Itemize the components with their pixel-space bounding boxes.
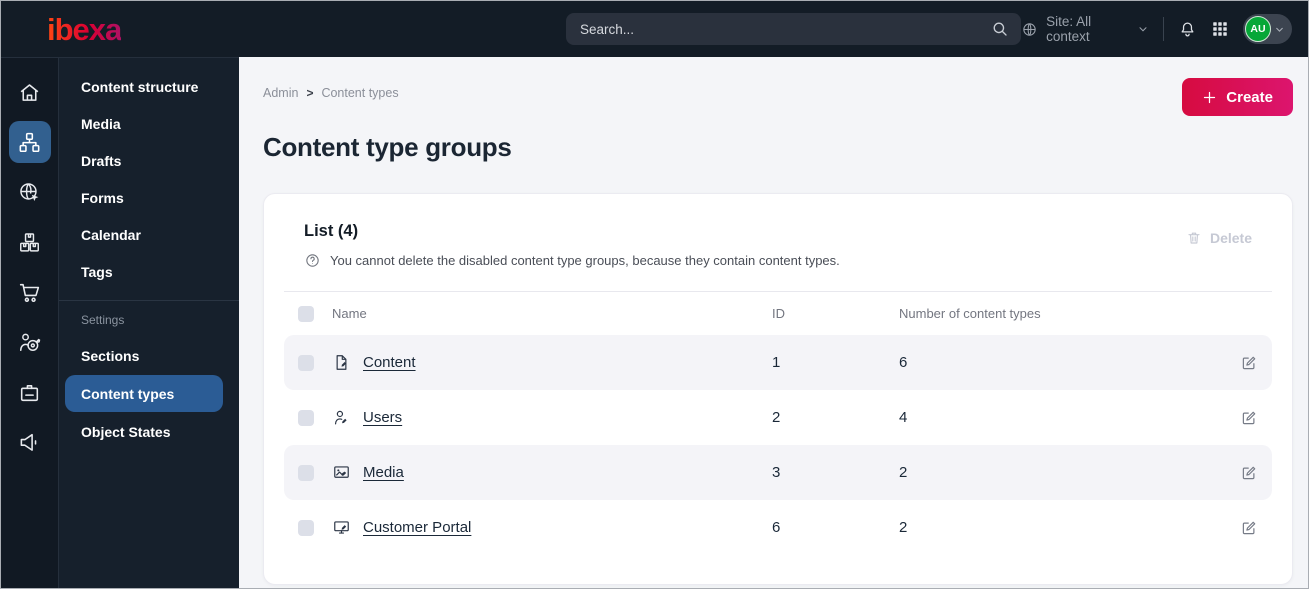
user-edit-icon	[332, 408, 351, 427]
avatar[interactable]: AU	[1245, 16, 1271, 42]
edit-icon[interactable]	[1240, 464, 1258, 482]
sidebar-item-calendar[interactable]: Calendar	[81, 226, 141, 243]
search-icon[interactable]	[991, 20, 1009, 38]
sidebar-section-settings: Settings	[81, 313, 125, 327]
person-target-icon	[17, 330, 42, 355]
sidebar-menu: Content structure Media Drafts Forms Cal…	[59, 57, 239, 588]
rail-item-personalization[interactable]	[1, 317, 58, 367]
table-row: Customer Portal 6 2	[284, 500, 1272, 555]
page-title: Content type groups	[263, 132, 512, 162]
icon-rail	[1, 57, 59, 588]
rail-item-site[interactable]	[1, 167, 58, 217]
group-count: 2	[899, 464, 908, 481]
row-checkbox[interactable]	[298, 464, 314, 481]
sidebar-item-sections[interactable]: Sections	[81, 347, 140, 364]
file-edit-icon	[332, 353, 351, 372]
row-checkbox[interactable]	[298, 519, 314, 536]
group-id: 6	[772, 519, 781, 536]
help-circle-icon	[304, 252, 321, 269]
rail-item-store[interactable]	[1, 267, 58, 317]
column-header-id: ID	[772, 306, 785, 321]
logo-area: ibexa	[1, 14, 239, 45]
ibexa-logo[interactable]: ibexa	[47, 11, 122, 47]
column-header-name: Name	[332, 306, 367, 321]
breadcrumb-current: Content types	[321, 86, 399, 100]
delete-button[interactable]: Delete	[1186, 222, 1252, 246]
table-row: Content 1 6	[284, 335, 1272, 390]
group-id: 3	[772, 464, 781, 481]
row-checkbox[interactable]	[298, 409, 314, 426]
user-menu[interactable]: AU	[1243, 14, 1292, 44]
sidebar-item-drafts[interactable]: Drafts	[81, 152, 122, 169]
group-link[interactable]: Content	[363, 354, 416, 371]
search-input[interactable]	[580, 21, 992, 37]
rail-item-content[interactable]	[1, 117, 58, 167]
megaphone-icon	[17, 430, 42, 455]
desktop-edit-icon	[332, 518, 351, 537]
rail-item-commerce[interactable]	[1, 217, 58, 267]
list-info: You cannot delete the disabled content t…	[304, 252, 840, 269]
select-all-checkbox[interactable]	[298, 305, 314, 322]
table-row: Media 3 2	[284, 445, 1272, 500]
edit-icon[interactable]	[1240, 519, 1258, 537]
site-context-label: Site: All context	[1046, 14, 1092, 44]
topbar-divider	[1163, 17, 1164, 41]
group-link[interactable]: Media	[363, 464, 404, 481]
trash-icon	[1186, 230, 1202, 246]
group-id: 2	[772, 409, 781, 426]
list-info-text: You cannot delete the disabled content t…	[330, 253, 840, 268]
rail-item-dashboard[interactable]	[1, 67, 58, 117]
sidebar-divider	[59, 300, 239, 301]
breadcrumb-separator: >	[306, 86, 314, 100]
main-content: Admin > Content types Create Content typ…	[239, 57, 1308, 588]
table-row: Users 2 4	[284, 390, 1272, 445]
content-type-groups-panel: List (4) You cannot delete the disabled …	[263, 193, 1293, 585]
chevron-down-icon	[1274, 24, 1285, 35]
column-header-count: Number of content types	[899, 306, 1041, 321]
shopping-cart-icon	[17, 280, 42, 305]
notifications-bell-icon[interactable]	[1178, 20, 1197, 39]
app-grid-icon[interactable]	[1211, 20, 1229, 38]
globe-cursor-icon	[17, 180, 42, 205]
site-context-selector[interactable]: Site: All context	[1021, 14, 1149, 44]
create-button[interactable]: Create	[1182, 78, 1293, 116]
group-id: 1	[772, 354, 781, 371]
sidebar-item-tags[interactable]: Tags	[81, 263, 113, 280]
id-badge-icon	[17, 380, 42, 405]
global-search[interactable]	[566, 13, 1022, 45]
group-count: 2	[899, 519, 908, 536]
group-count: 6	[899, 354, 908, 371]
topbar: ibexa Site: All context	[1, 1, 1308, 57]
group-link[interactable]: Users	[363, 409, 403, 426]
sidebar-item-content-types[interactable]: Content types	[65, 375, 223, 412]
list-title: List (4)	[304, 222, 359, 240]
edit-icon[interactable]	[1240, 409, 1258, 427]
home-icon	[17, 80, 42, 105]
plus-icon	[1202, 90, 1217, 105]
breadcrumb-admin[interactable]: Admin	[263, 86, 299, 100]
content-type-groups-table: Name ID Number of content types	[284, 291, 1272, 555]
image-edit-icon	[332, 463, 351, 482]
globe-icon	[1021, 21, 1038, 38]
packages-icon	[17, 230, 42, 255]
content-structure-icon	[17, 130, 42, 155]
chevron-down-icon	[1137, 23, 1149, 35]
sidebar-item-media[interactable]: Media	[81, 115, 121, 132]
edit-icon[interactable]	[1240, 354, 1258, 372]
topbar-actions: Site: All context AU	[1021, 14, 1308, 44]
rail-active-indicator	[8, 121, 51, 163]
sidebar-item-object-states[interactable]: Object States	[81, 423, 171, 440]
rail-item-corporate[interactable]	[1, 367, 58, 417]
rail-item-campaigns[interactable]	[1, 417, 58, 467]
group-link[interactable]: Customer Portal	[363, 519, 472, 536]
breadcrumb: Admin > Content types	[263, 83, 399, 100]
row-checkbox[interactable]	[298, 354, 314, 371]
group-count: 4	[899, 409, 908, 426]
sidebar-item-forms[interactable]: Forms	[81, 189, 124, 206]
table-header-row: Name ID Number of content types	[284, 291, 1272, 335]
sidebar-item-content-structure[interactable]: Content structure	[81, 78, 199, 95]
